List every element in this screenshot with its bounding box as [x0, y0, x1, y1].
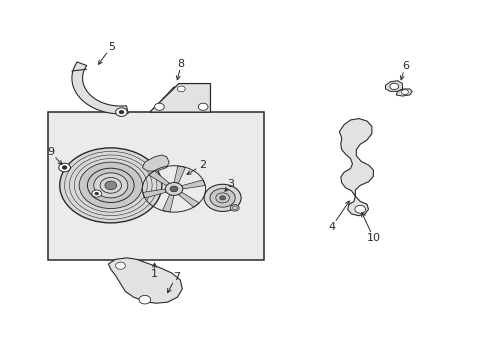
Polygon shape [142, 155, 169, 171]
Circle shape [79, 162, 142, 208]
Polygon shape [178, 192, 199, 207]
Polygon shape [149, 84, 210, 112]
Text: 9: 9 [47, 147, 55, 157]
Polygon shape [339, 118, 372, 216]
Bar [47, 112, 264, 260]
Circle shape [401, 90, 407, 95]
Polygon shape [162, 194, 174, 212]
Circle shape [105, 181, 116, 190]
Polygon shape [385, 81, 402, 91]
Circle shape [354, 205, 365, 213]
Text: 2: 2 [198, 160, 205, 170]
Circle shape [94, 173, 127, 198]
Polygon shape [181, 180, 205, 189]
Text: 4: 4 [328, 222, 335, 232]
Circle shape [116, 108, 127, 116]
Circle shape [139, 296, 150, 304]
Circle shape [95, 192, 99, 195]
Polygon shape [395, 89, 411, 96]
Circle shape [59, 163, 70, 172]
Text: 3: 3 [227, 179, 234, 189]
Circle shape [60, 148, 162, 223]
Circle shape [209, 189, 235, 207]
Polygon shape [72, 62, 128, 114]
Circle shape [203, 184, 241, 211]
Polygon shape [174, 166, 185, 183]
Polygon shape [142, 189, 166, 198]
Circle shape [219, 196, 225, 200]
Text: 10: 10 [366, 233, 380, 243]
Circle shape [230, 204, 239, 211]
Text: 5: 5 [107, 42, 115, 52]
Circle shape [177, 86, 185, 92]
Circle shape [62, 166, 67, 169]
Text: 7: 7 [173, 272, 180, 282]
Polygon shape [152, 87, 205, 111]
Circle shape [389, 83, 398, 90]
Circle shape [154, 103, 164, 111]
Polygon shape [148, 171, 169, 186]
Circle shape [116, 262, 125, 269]
Circle shape [198, 103, 207, 111]
Text: 1: 1 [151, 269, 158, 279]
Circle shape [165, 183, 183, 195]
Text: 6: 6 [402, 62, 408, 71]
Text: 8: 8 [176, 59, 183, 69]
Circle shape [92, 190, 102, 197]
Polygon shape [108, 258, 182, 303]
Circle shape [119, 111, 123, 114]
Circle shape [170, 186, 178, 192]
